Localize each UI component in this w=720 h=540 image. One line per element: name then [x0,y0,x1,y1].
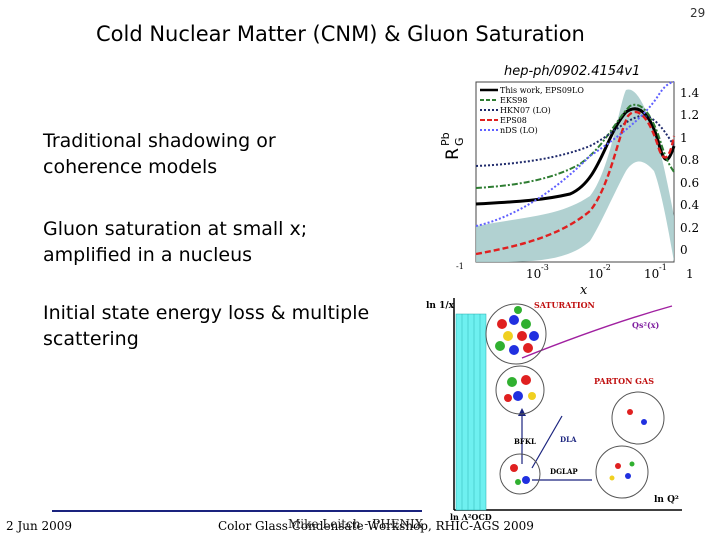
plot-x-ticks: -1 10 -3 10 -2 10 -1 1 [456,262,694,281]
qs-label: Qs²(x) [632,320,660,330]
dglap-label: DGLAP [550,467,578,476]
legend-eps09: This work, EPS09LO [500,86,584,95]
curve-eps09 [475,107,676,206]
footer-divider [52,510,422,512]
ytick-label: 0.8 [680,153,699,167]
curve-eks98 [475,103,675,189]
xtick-base: 10 [588,267,603,281]
curve-nds [475,81,675,227]
xtick-exp: -3 [541,263,549,272]
saturation-diagram: ln 1/x ln Q² ln Λ²QCD SATURATION Qs²(x) … [426,298,682,520]
dglap-circle [595,445,649,499]
slide-title: Cold Nuclear Matter (CNM) & Gluon Satura… [96,22,585,46]
diagram-lambda-label: ln Λ²QCD [450,512,492,520]
xtick-exp: -1 [659,263,667,272]
plot-ylabel: R [443,148,463,160]
diagram-x-axis-label: ln Q² [654,495,679,505]
parton-gas-label: PARTON GAS [594,376,654,386]
medium-density-circle [495,365,545,415]
dilute-circle-bottom [499,453,541,495]
gluon-modification-plot: R G Pb This work, EPS09LO EKS98 HKN07 (L… [440,81,699,298]
saturation-label: SATURATION [534,300,595,310]
dla-label: DLA [560,435,577,444]
reference-label: hep-ph/0902.4154v1 [504,64,641,79]
uncertainty-band [476,89,674,263]
xtick-base: 1 [686,267,694,281]
xtick-exp: -1 [456,262,464,271]
plot-xlabel: x [580,283,588,298]
legend-eks98: EKS98 [500,96,527,105]
saturation-line [521,305,673,359]
dense-nucleus-circle [485,303,547,365]
plot-ylabel-sup: Pb [440,132,452,146]
page-number: 29 [690,6,706,20]
plot-y-ticks: 1.4 1.2 1 0.8 0.6 0.4 0.2 0 [680,86,699,257]
parton-gas-circle [611,391,665,445]
nonperturbative-band [455,313,487,511]
bullet-energy-loss: Initial state energy loss & multiple sca… [43,302,370,350]
ytick-label: 1 [680,131,688,145]
footer-date: 2 Jun 2009 [6,519,73,533]
plot-frame [475,81,675,263]
legend-hkn07: HKN07 (LO) [500,106,551,115]
xtick-exp: -2 [603,263,611,272]
plot-ylabel-sub: G [453,137,466,146]
ytick-label: 0.6 [680,176,699,190]
ytick-label: 0.4 [680,198,699,212]
bullet-shadowing: Traditional shadowing or coherence model… [43,130,276,178]
curve-eps08 [475,110,676,256]
ytick-label: 1.4 [680,86,699,100]
bullet-saturation: Gluon saturation at small x; amplified i… [43,218,308,266]
xtick-base: 10 [644,267,659,281]
xtick-base: 10 [526,267,541,281]
ytick-label: 0 [680,243,688,257]
bfkl-label: BFKL [514,437,536,446]
legend-eps08: EPS08 [500,116,527,125]
footer-text: Color Glass Condensate Workshop, RHIC-AG… [218,519,534,533]
ytick-label: 1.2 [680,108,699,122]
footer-overlay-text: Mike Leitch - PHENIX [288,517,424,531]
legend-nds: nDS (LO) [500,126,538,135]
diagram-y-axis-label: ln 1/x [426,301,455,311]
plot-legend: This work, EPS09LO EKS98 HKN07 (LO) EPS0… [480,86,584,135]
curve-hkn07 [475,114,675,167]
ytick-label: 0.2 [680,221,699,235]
